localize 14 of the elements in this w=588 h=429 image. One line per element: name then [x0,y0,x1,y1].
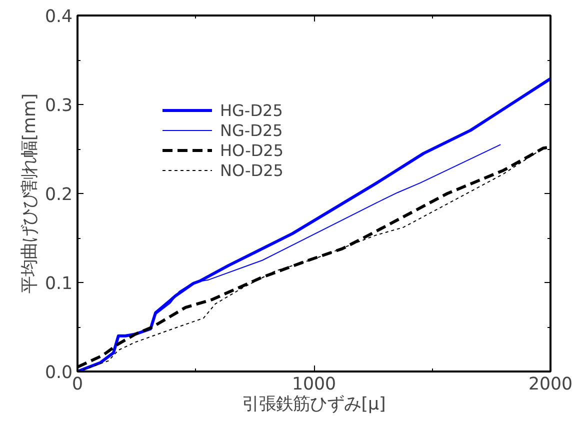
x-tick-label: 2000 [528,374,573,394]
y-axis-title: 平均曲げひび割れ幅[mm] [20,93,40,294]
y-tick-label: 0.3 [44,96,73,116]
x-tick-label: 0 [72,374,84,394]
y-tick-label: 0.4 [44,7,73,27]
legend-label: NO-D25 [220,160,284,180]
legend-label: HO-D25 [220,140,284,160]
x-tick-label: 1000 [292,374,336,394]
legend-label: HG-D25 [220,100,283,120]
y-tick-label: 0.1 [44,274,73,294]
y-tick-label: 0.2 [44,185,73,205]
legend-label: NG-D25 [220,120,283,140]
x-axis-title: 引張鉄筋ひずみ[μ] [242,394,386,414]
y-tick-label: 0.0 [44,363,73,383]
